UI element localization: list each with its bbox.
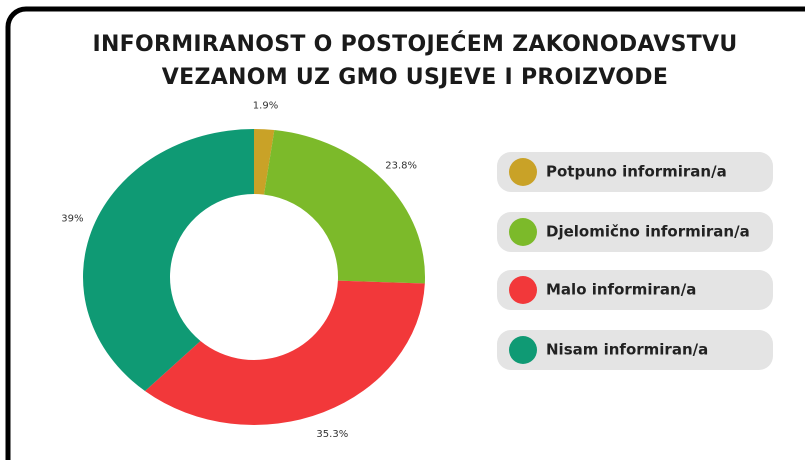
legend-label: Potpuno informiran/a	[546, 163, 727, 181]
legend-swatch	[509, 158, 537, 186]
legend-item	[497, 152, 773, 192]
legend-swatch	[509, 336, 537, 364]
donut-segment	[254, 129, 275, 195]
value-label: 35.3%	[316, 429, 348, 440]
donut-segment	[264, 130, 425, 284]
legend-label: Malo informiran/a	[546, 281, 696, 299]
donut-segment	[83, 129, 255, 392]
value-label: 1.9%	[253, 100, 278, 111]
chart-title: VEZANOM UZ GMO USJEVE I PROIZVODE	[162, 65, 668, 90]
value-label: 39%	[61, 214, 83, 225]
legend-label: Djelomično informiran/a	[546, 223, 750, 241]
frame	[5, 6, 805, 464]
legend-item	[497, 330, 773, 370]
donut-segment	[145, 280, 425, 426]
legend-swatch	[509, 276, 537, 304]
legend-item	[497, 212, 773, 252]
chart-title: INFORMIRANOST O POSTOJEĆEM ZAKONODAVSTVU	[92, 31, 737, 57]
value-label: 23.8%	[385, 161, 417, 172]
legend-label: Nisam informiran/a	[546, 341, 708, 359]
legend-swatch	[509, 218, 537, 246]
legend-item	[497, 270, 773, 310]
